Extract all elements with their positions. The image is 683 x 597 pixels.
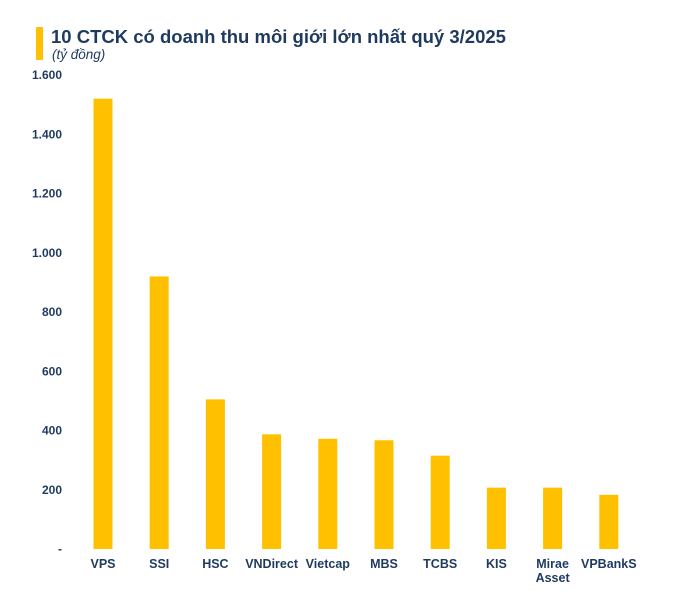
y-tick-label: 200 (42, 483, 62, 497)
bar-hsc (205, 399, 225, 549)
chart-title: 10 CTCK có doanh thu môi giới lớn nhất q… (51, 26, 506, 47)
bar-vpbanks (599, 494, 619, 549)
chart-subtitle: (tỷ đồng) (52, 47, 106, 62)
bar-vndirect (262, 434, 282, 549)
x-tick-label: TCBS (423, 557, 457, 571)
bar-mirae-asset (543, 487, 563, 549)
bar-vps (93, 98, 113, 549)
y-tick-label: - (58, 542, 62, 556)
bar-tcbs (430, 455, 450, 549)
bar-vietcap (318, 438, 338, 549)
x-tick-label: Vietcap (306, 557, 351, 571)
y-tick-label: 1.600 (32, 68, 62, 82)
bar-ssi (149, 276, 169, 549)
x-tick-label: HSC (202, 557, 228, 571)
x-tick-label: KIS (486, 557, 507, 571)
x-tick-label: MBS (370, 557, 398, 571)
y-tick-label: 800 (42, 305, 62, 319)
y-tick-label: 600 (42, 364, 62, 378)
x-tick-label: VNDirect (245, 557, 299, 571)
x-tick-label: Mirae Asset (536, 557, 571, 585)
y-tick-label: 1.200 (32, 187, 62, 201)
bar-mbs (374, 440, 394, 549)
y-tick-label: 1.400 (32, 127, 62, 141)
y-tick-label: 400 (42, 424, 62, 438)
x-tick-label: VPS (90, 557, 115, 571)
x-tick-label: VPBankS (581, 557, 637, 571)
y-tick-label: 1.000 (32, 246, 62, 260)
title-accent-bar (36, 27, 43, 60)
x-tick-label: SSI (149, 557, 169, 571)
bar-kis (486, 487, 506, 549)
